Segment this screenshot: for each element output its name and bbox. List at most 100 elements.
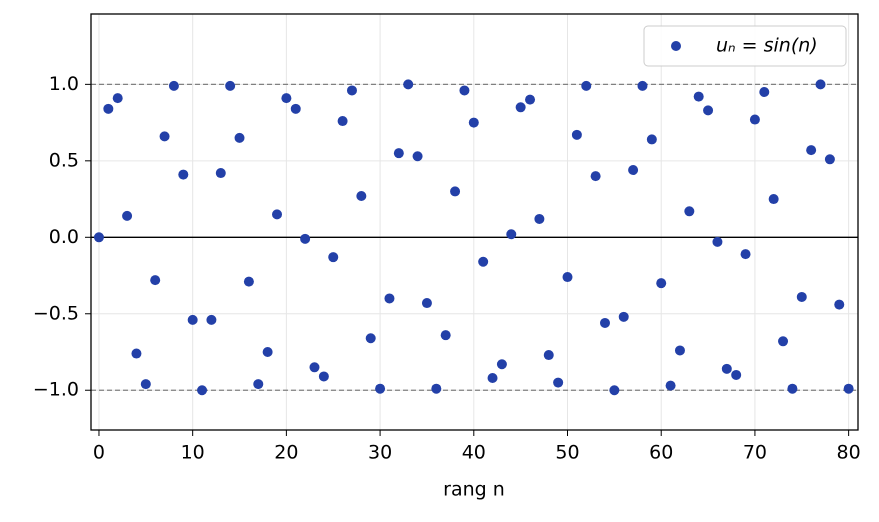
point — [103, 103, 114, 114]
point — [328, 252, 339, 263]
point — [187, 314, 198, 325]
point — [684, 206, 695, 217]
x-tick-label: 50 — [555, 442, 579, 464]
point — [140, 379, 151, 390]
point — [693, 91, 704, 102]
point — [834, 299, 845, 310]
point — [150, 275, 161, 286]
point — [487, 373, 498, 383]
x-tick-label: 30 — [368, 442, 392, 464]
point — [740, 249, 751, 260]
point — [318, 371, 329, 382]
point — [272, 209, 283, 220]
point — [712, 236, 723, 247]
point — [421, 298, 432, 309]
point — [206, 314, 217, 325]
point — [581, 80, 592, 91]
x-axis-label: rang n — [443, 479, 505, 501]
point — [656, 278, 667, 289]
point — [253, 379, 264, 390]
point — [571, 129, 582, 140]
point — [159, 131, 170, 142]
plot-frame — [90, 13, 859, 431]
point — [300, 233, 311, 244]
point — [384, 293, 395, 304]
point — [843, 383, 854, 394]
y-tick-label: 0.5 — [49, 149, 79, 171]
point — [309, 362, 320, 373]
legend-label: uₙ = sin(n) — [716, 35, 818, 57]
x-tick-label: 40 — [462, 442, 486, 464]
point — [375, 383, 386, 394]
point — [215, 168, 226, 179]
point — [824, 154, 835, 165]
point — [412, 151, 423, 162]
point — [178, 169, 189, 180]
point — [674, 345, 685, 356]
legend-marker — [671, 41, 681, 51]
point — [590, 171, 601, 182]
point — [703, 105, 714, 116]
x-tick-label: 70 — [743, 442, 767, 464]
point — [731, 369, 742, 380]
point — [637, 80, 648, 91]
point — [759, 87, 770, 97]
point — [609, 385, 620, 396]
x-tick-label: 60 — [649, 442, 673, 464]
point — [93, 232, 104, 243]
point — [768, 194, 779, 205]
point — [543, 350, 554, 361]
point — [478, 256, 489, 267]
point — [403, 79, 414, 90]
point — [506, 229, 517, 240]
y-tick-label: −1.0 — [33, 379, 79, 401]
point — [450, 186, 461, 197]
point — [796, 291, 807, 302]
point — [393, 148, 404, 159]
point — [534, 213, 545, 224]
point — [496, 359, 507, 370]
point — [815, 79, 826, 90]
x-tick-label: 0 — [93, 442, 105, 464]
point — [197, 385, 208, 396]
point — [599, 317, 610, 328]
point — [787, 383, 798, 394]
point — [665, 380, 676, 391]
point — [131, 348, 142, 359]
point — [618, 311, 629, 322]
x-tick-label: 10 — [181, 442, 205, 464]
point — [262, 347, 273, 357]
point — [628, 165, 639, 175]
point — [525, 94, 536, 105]
legend-box — [643, 25, 847, 67]
point — [346, 85, 357, 96]
point — [440, 330, 451, 341]
point — [290, 103, 301, 114]
point — [749, 114, 760, 125]
point — [234, 132, 245, 143]
point — [806, 145, 817, 156]
point — [168, 80, 179, 91]
point — [337, 116, 348, 127]
point — [515, 102, 526, 113]
point — [431, 383, 442, 394]
y-tick-label: 0.0 — [49, 226, 79, 248]
point — [281, 93, 292, 104]
point — [225, 80, 236, 91]
point — [778, 336, 789, 347]
point — [646, 134, 657, 145]
point — [243, 276, 254, 287]
x-tick-label: 20 — [274, 442, 298, 464]
point — [553, 377, 564, 388]
y-tick-label: 1.0 — [49, 73, 79, 95]
point — [721, 363, 732, 374]
point — [468, 117, 479, 128]
point — [365, 333, 376, 344]
x-tick-label: 80 — [837, 442, 861, 464]
point — [562, 272, 573, 283]
point — [459, 85, 470, 96]
point — [122, 210, 133, 221]
y-tick-label: −0.5 — [33, 302, 79, 324]
